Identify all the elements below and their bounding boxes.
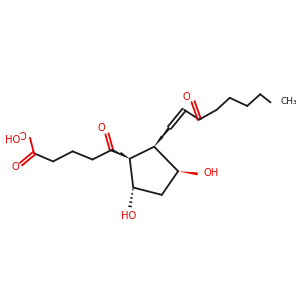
Text: HO: HO (121, 211, 136, 221)
Text: HO: HO (5, 135, 20, 145)
Text: O: O (97, 123, 105, 133)
Polygon shape (154, 135, 164, 147)
Text: OH: OH (203, 168, 218, 178)
Text: CH₃: CH₃ (281, 98, 298, 106)
Polygon shape (119, 152, 130, 159)
Polygon shape (154, 127, 171, 147)
Text: O: O (182, 92, 190, 102)
Polygon shape (111, 149, 130, 159)
Text: O: O (18, 132, 26, 142)
Polygon shape (178, 171, 198, 176)
Text: O: O (11, 162, 19, 172)
